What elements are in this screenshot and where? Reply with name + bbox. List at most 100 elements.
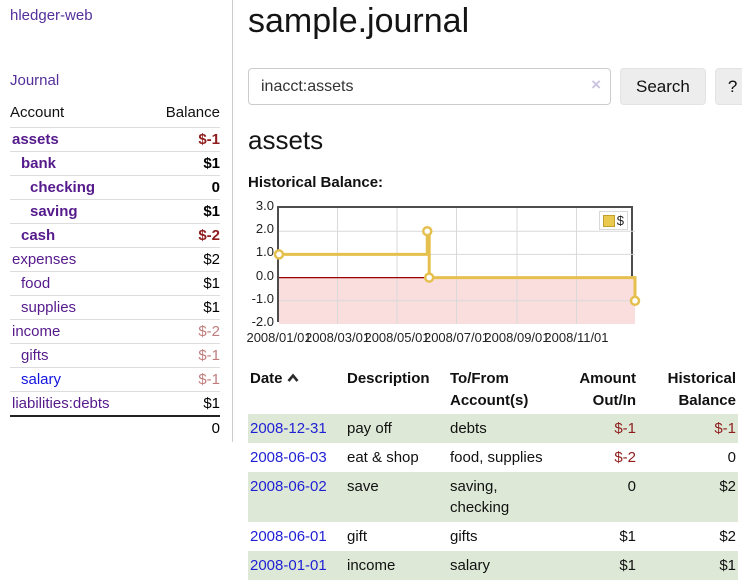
transaction-date-link[interactable]: 2008-06-01 xyxy=(250,527,327,545)
transaction-date-link[interactable]: 2008-06-02 xyxy=(250,477,327,495)
transaction-description: eat & shop xyxy=(347,448,419,466)
account-link[interactable]: gifts xyxy=(21,347,49,364)
register-header-row: Date Description To/From Account(s) Amoun… xyxy=(248,366,738,414)
account-link[interactable]: supplies xyxy=(21,299,77,316)
account-balance: $1 xyxy=(145,391,220,416)
search-bar: × Search ? xyxy=(248,68,742,105)
account-link[interactable]: income xyxy=(12,323,61,340)
account-link[interactable]: food xyxy=(21,275,51,292)
register-row: 2008-01-01 income salary $1 $1 xyxy=(248,550,738,580)
legend-label: $ xyxy=(616,213,624,228)
transaction-balance: $1 xyxy=(719,556,736,574)
accounts-header-account: Account xyxy=(10,104,65,121)
account-row: salary $-1 xyxy=(10,367,220,392)
chart-legend: $ xyxy=(598,211,628,230)
account-link[interactable]: expenses xyxy=(12,251,77,268)
legend-swatch-icon xyxy=(602,214,615,227)
account-link[interactable]: cash xyxy=(21,227,56,244)
transaction-balance: $-1 xyxy=(714,419,736,437)
account-link[interactable]: saving xyxy=(30,203,78,220)
account-balance: 0 xyxy=(145,175,220,200)
transaction-accounts: debts xyxy=(450,419,487,437)
x-axis-tick-label: 2008/01/01 xyxy=(246,330,312,345)
y-axis-tick-label: 1.0 xyxy=(255,244,274,260)
register-row: 2008-12-31 pay off debts $-1 $-1 xyxy=(248,413,738,443)
balance-chart: 3.0 2.0 1.0 0.0 -1.0 -2.0 $ 2008/01/01 2008/03… xyxy=(246,198,738,348)
transaction-amount: $-1 xyxy=(614,419,636,437)
sidebar-divider xyxy=(232,0,233,442)
transaction-date-link[interactable]: 2008-01-01 xyxy=(250,556,327,574)
transaction-amount: $1 xyxy=(619,527,636,545)
column-header-date[interactable]: Date xyxy=(248,366,345,414)
account-link[interactable]: liabilities:debts xyxy=(12,395,110,412)
transaction-accounts: salary xyxy=(450,556,491,574)
account-link[interactable]: assets xyxy=(12,131,59,148)
account-link[interactable]: salary xyxy=(21,371,62,388)
column-header-accounts: To/From Account(s) xyxy=(450,370,529,409)
transaction-balance: 0 xyxy=(727,448,736,466)
account-row: assets $-1 xyxy=(10,127,220,152)
account-balance: $-1 xyxy=(145,343,220,368)
accounts-total-balance: 0 xyxy=(145,415,220,440)
sidebar: hledger-web Journal Account Balance asse… xyxy=(0,0,232,582)
register-table: Date Description To/From Account(s) Amoun… xyxy=(248,366,738,580)
nav-journal-link[interactable]: Journal xyxy=(10,72,60,89)
account-link[interactable]: bank xyxy=(21,155,57,172)
search-input[interactable] xyxy=(248,68,611,105)
account-row: income $-2 xyxy=(10,319,220,344)
account-row: supplies $1 xyxy=(10,295,220,320)
transaction-amount: $1 xyxy=(619,556,636,574)
main-content: sample.journal × Search ? assets Histori… xyxy=(246,0,742,580)
account-row: expenses $2 xyxy=(10,247,220,272)
account-heading: assets xyxy=(248,125,324,155)
x-axis-tick-label: 2008/07/01 xyxy=(423,330,490,345)
transaction-description: income xyxy=(347,556,396,574)
page-title: sample.journal xyxy=(248,2,470,40)
clear-search-icon[interactable]: × xyxy=(591,75,601,94)
transaction-balance: $2 xyxy=(719,477,736,495)
account-link[interactable]: checking xyxy=(30,179,96,196)
x-axis-tick-label: 2008/09/01 xyxy=(484,330,550,345)
x-axis-tick-label: 2008/11/01 xyxy=(544,330,609,345)
x-axis-tick-label: 2008/05/01 xyxy=(364,330,430,345)
account-balance: $1 xyxy=(145,199,220,224)
transaction-description: gift xyxy=(347,527,368,545)
y-axis-tick-label: 3.0 xyxy=(255,198,274,213)
sort-ascending-icon xyxy=(286,369,300,391)
transaction-accounts: saving, checking xyxy=(450,477,510,516)
transaction-date-link[interactable]: 2008-12-31 xyxy=(250,419,327,437)
account-row: checking 0 xyxy=(10,175,220,200)
accounts-header-balance: Balance xyxy=(165,104,220,121)
account-balance: $-1 xyxy=(145,367,220,392)
accounts-table: Account Balance assets $-1 bank $1 checking 0… xyxy=(10,102,220,440)
chart-title: Historical Balance: xyxy=(248,174,384,191)
register-row: 2008-06-03 eat & shop food, supplies $-2 0 xyxy=(248,443,738,472)
brand-link[interactable]: hledger-web xyxy=(10,7,93,24)
account-balance: $2 xyxy=(145,247,220,272)
account-balance: $1 xyxy=(145,295,220,320)
account-row: gifts $-1 xyxy=(10,343,220,368)
account-balance: $-2 xyxy=(145,223,220,248)
transaction-description: save xyxy=(347,477,379,495)
account-row: saving $1 xyxy=(10,199,220,224)
register-row: 2008-06-01 gift gifts $1 $2 xyxy=(248,522,738,551)
transaction-amount: 0 xyxy=(627,477,636,495)
transaction-accounts: gifts xyxy=(450,527,478,545)
column-header-balance: Historical Balance xyxy=(667,370,736,409)
account-row: food $1 xyxy=(10,271,220,296)
transaction-accounts: food, supplies xyxy=(450,448,543,466)
chart-plot-area[interactable]: $ xyxy=(273,206,641,324)
transaction-date-link[interactable]: 2008-06-03 xyxy=(250,448,327,466)
register-row: 2008-06-02 save saving, checking 0 $2 xyxy=(248,471,738,522)
y-axis-tick-label: 2.0 xyxy=(255,221,274,237)
column-header-description: Description xyxy=(347,370,430,387)
search-button[interactable]: Search xyxy=(620,68,706,105)
help-button[interactable]: ? xyxy=(714,68,742,105)
account-row: cash $-2 xyxy=(10,223,220,248)
transaction-description: pay off xyxy=(347,419,392,437)
account-balance: $1 xyxy=(145,151,220,176)
transaction-balance: $2 xyxy=(719,527,736,545)
account-row: bank $1 xyxy=(10,151,220,176)
y-axis-tick-label: -1.0 xyxy=(251,290,274,306)
column-header-amount: Amount Out/In xyxy=(579,370,636,409)
